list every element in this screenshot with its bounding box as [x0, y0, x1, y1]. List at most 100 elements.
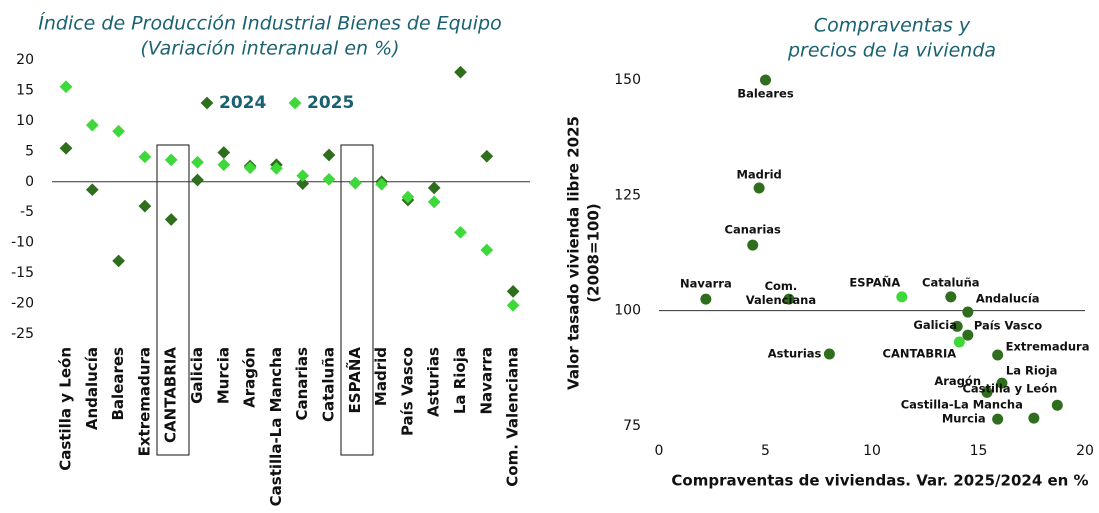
marker [322, 148, 336, 162]
point-label: Castilla-La Mancha [901, 398, 1023, 412]
x-tick-label: 0 [655, 443, 664, 459]
point [992, 413, 1004, 425]
y-tick-label: 100 [614, 303, 641, 319]
x-tick-label: 15 [970, 443, 988, 459]
chart-title: Índice de Producción Industrial Bienes d… [38, 12, 502, 35]
marker [506, 299, 520, 312]
point [962, 306, 974, 318]
x-tick-label: ESPAÑA [345, 347, 364, 414]
marker [217, 146, 231, 159]
marker [506, 285, 520, 298]
marker [191, 173, 204, 187]
point-label: Asturias [768, 347, 822, 361]
point-label: Baleares [737, 87, 793, 101]
x-tick-label: Baleares [109, 347, 127, 421]
y-tick-label: 75 [623, 418, 641, 434]
point-label: País Vasco [974, 319, 1042, 333]
x-tick-label: La Rioja [451, 347, 469, 414]
x-tick-label: Andalucía [83, 347, 101, 430]
point [1028, 412, 1040, 424]
point-label: Navarra [680, 277, 732, 291]
x-tick-label: Aragón [241, 347, 259, 408]
marker [112, 254, 125, 268]
point [981, 386, 993, 398]
point [996, 377, 1008, 389]
legend-label: 2024 [219, 93, 266, 113]
y-tick-label: 150 [614, 72, 641, 88]
marker [480, 243, 494, 257]
point-label: Aragón [934, 374, 981, 388]
y-tick-label: 20 [16, 52, 34, 68]
point [896, 291, 908, 303]
marker [270, 162, 283, 175]
x-tick-label: País Vasco [398, 347, 416, 436]
y-tick-label: 125 [614, 187, 641, 203]
point [753, 182, 765, 194]
point-label: La Rioja [1006, 364, 1057, 378]
x-tick-label: Galicia [188, 347, 206, 404]
highlight-box [156, 144, 190, 456]
y-tick-label: -20 [11, 296, 34, 312]
point-label: Galicia [913, 318, 957, 332]
legend-label: 2025 [307, 93, 354, 113]
marker [296, 177, 310, 190]
point [951, 320, 963, 332]
y-tick-label: -15 [11, 265, 34, 281]
point-label: Canarias [725, 223, 782, 237]
chart-title: (Variación interanual en %) [140, 38, 399, 60]
x-tick-label: Cataluña [320, 347, 338, 422]
marker [322, 172, 336, 186]
marker [348, 176, 362, 190]
x-tick-label: 5 [761, 443, 770, 459]
point-label: Murcia [942, 412, 986, 426]
y-tick-label: -5 [20, 204, 34, 220]
marker [191, 155, 204, 169]
point-label: Castilla y León [962, 382, 1057, 396]
marker [375, 177, 388, 191]
marker [164, 153, 178, 167]
y-tick-label: 15 [16, 82, 34, 98]
point [992, 349, 1004, 361]
point-label: Madrid [736, 167, 781, 181]
point-label: Cataluña [922, 275, 980, 289]
marker [480, 149, 494, 163]
marker [454, 225, 467, 239]
marker [164, 213, 178, 226]
point-label: Com. Valenciana [746, 279, 816, 307]
highlight-box [340, 144, 374, 456]
x-axis-label: Compraventas de viviendas. Var. 2025/202… [671, 472, 1088, 490]
marker [138, 199, 152, 213]
marker [454, 65, 467, 79]
point-label: Andalucía [976, 292, 1040, 306]
x-tick-label: Castilla y León [57, 347, 75, 471]
marker [427, 181, 441, 195]
x-tick-label: 20 [1076, 443, 1094, 459]
x-tick-label: 10 [863, 443, 881, 459]
marker [112, 124, 125, 138]
y-tick-label: -10 [11, 235, 34, 251]
y-tick-label: 10 [16, 113, 34, 129]
y-axis-label: Valor tasado vivienda libre 2025 [565, 116, 583, 390]
point [1051, 399, 1063, 411]
point [700, 293, 712, 305]
point [747, 239, 759, 251]
marker [243, 161, 257, 175]
point-label: CANTABRIA [883, 347, 957, 361]
x-tick-label: Madrid [372, 347, 390, 406]
marker [85, 183, 99, 197]
point [953, 336, 965, 348]
x-tick-label: CANTABRIA [162, 347, 180, 443]
marker [138, 150, 152, 164]
marker [59, 141, 73, 155]
marker [296, 169, 310, 183]
marker [85, 118, 99, 132]
x-tick-label: Extremadura [135, 347, 153, 456]
marker [200, 96, 214, 110]
point [945, 291, 957, 303]
x-tick-label: Murcia [214, 347, 232, 404]
marker [217, 158, 231, 172]
chart-title: Compraventas y [814, 15, 971, 37]
y-tick-label: 5 [25, 143, 34, 159]
point-label: Extremadura [1006, 339, 1090, 353]
